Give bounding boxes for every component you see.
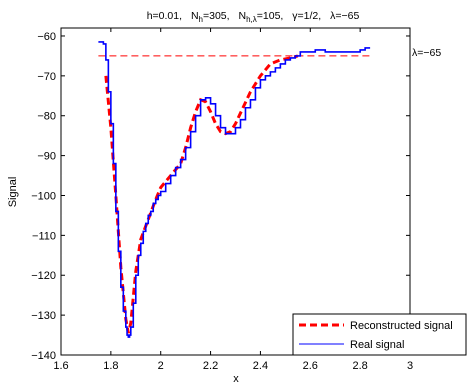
x-tick-label: 2.6 [303,360,318,372]
x-tick-label: 1.6 [53,360,68,372]
x-tick-label: 2 [158,360,164,372]
title-nh-sub: h [199,15,203,24]
y-axis-label: Signal [7,177,19,208]
y-tick-labels: −140 −130 −120 −110 −100 −90 −80 −70 −60 [31,31,56,362]
legend: Reconstructed signal Real signal [292,313,467,356]
title-nh-val: =305, [203,10,230,22]
y-tick-label: −140 [31,350,56,362]
y-tick-label: −70 [37,71,56,83]
y-tick-label: −80 [37,111,56,123]
legend-label-reconstructed: Reconstructed signal [350,320,453,332]
y-tick-label: −120 [31,270,56,282]
y-tick-label: −110 [32,230,56,242]
title-nhl-sub: h,λ [246,15,257,24]
title-h: h=0.01, [147,10,182,22]
y-tick-label: −90 [37,151,56,163]
x-tick-labels: 1.6 1.8 2 2.2 2.4 2.6 2.8 3 [53,360,413,372]
y-tick-label: −130 [31,310,56,322]
x-tick-label: 3 [407,360,413,372]
title-lambda: λ=−65 [330,10,359,22]
series-layer [98,41,371,338]
x-tick-label: 2.2 [203,360,218,372]
title-nhl-val: =105, [257,10,284,22]
x-tick-label: 2.4 [253,360,268,372]
series-line-real [98,41,371,338]
chart-title: h=0.01, Nh=305, Nh,λ=105, γ=1/2, λ=−65 [147,10,360,24]
legend-box [292,313,467,356]
title-nhl: N [239,10,247,22]
title-gamma: γ=1/2, [292,10,321,22]
legend-label-real: Real signal [350,339,404,351]
y-tick-label: −100 [31,190,56,202]
x-tick-label: 1.8 [103,360,118,372]
series-line-reconstructed [104,54,299,334]
x-axis-label: x [233,373,239,385]
x-tick-label: 2.8 [352,360,367,372]
threshold-label: λ=−65 [412,47,441,59]
plot-area [60,27,411,356]
y-tick-label: −60 [37,31,56,43]
title-nh: N [191,10,199,22]
